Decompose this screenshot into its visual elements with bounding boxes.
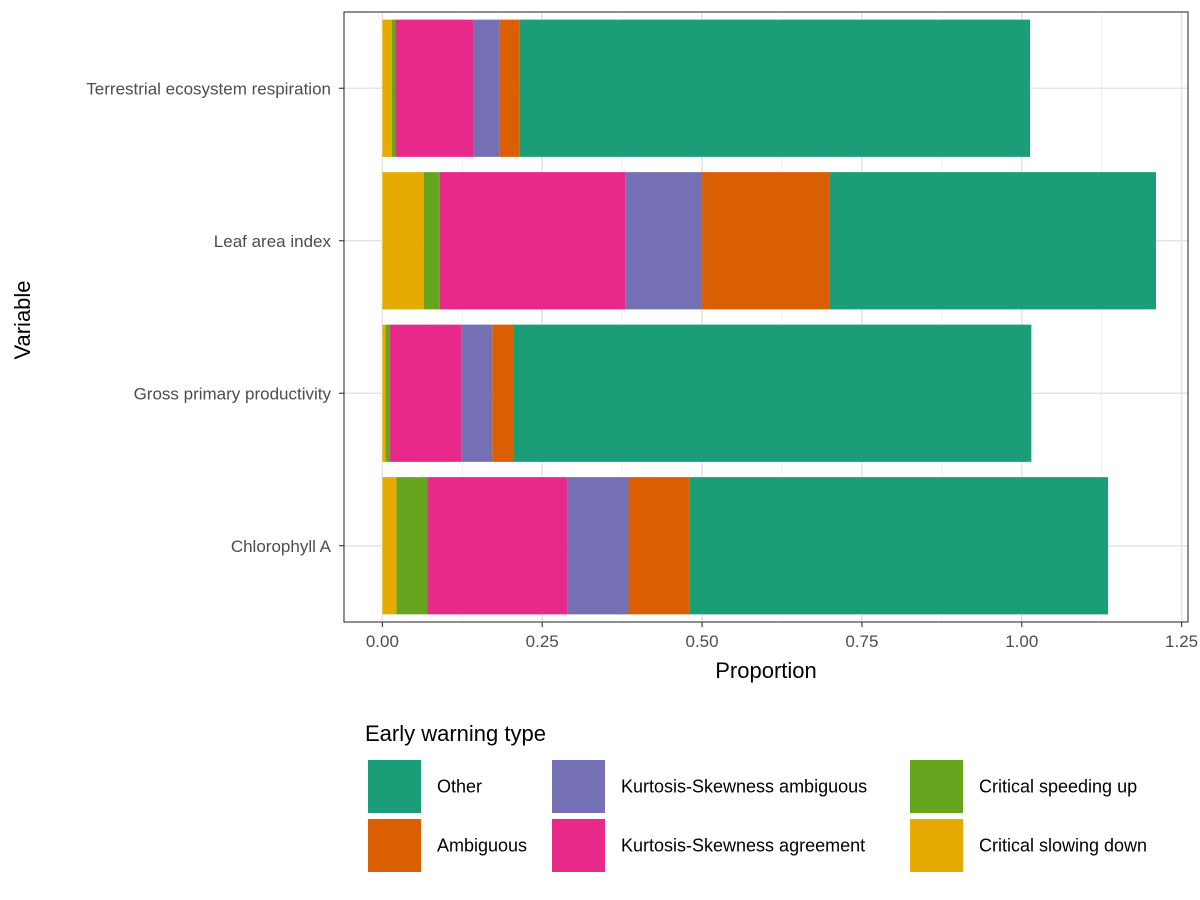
bar-segment-ambiguous xyxy=(628,477,690,615)
bar-segment-kurtosis-skewness-agreement xyxy=(427,477,568,615)
bar-segment-ambiguous xyxy=(499,19,520,157)
x-tick-label: 0.50 xyxy=(686,632,719,651)
y-tick-label: Chlorophyll A xyxy=(231,537,332,556)
legend-item: Critical slowing down xyxy=(910,819,1147,872)
bar-segment-kurtosis-skewness-ambiguous xyxy=(473,19,500,157)
legend-item: Ambiguous xyxy=(368,819,527,872)
bar-segment-critical-slowing-down xyxy=(382,172,424,310)
legend-key xyxy=(368,760,421,813)
plot-panel xyxy=(343,11,1189,623)
x-tick-label: 0.25 xyxy=(526,632,559,651)
bar-segment-other xyxy=(513,324,1032,462)
bar-segment-kurtosis-skewness-agreement xyxy=(395,19,474,157)
bar-segment-ambiguous xyxy=(702,172,830,310)
legend-item: Kurtosis-Skewness ambiguous xyxy=(552,760,867,813)
y-tick-label: Gross primary productivity xyxy=(134,384,332,403)
x-tick-label: 0.75 xyxy=(845,632,878,651)
bar-segment-critical-speeding-up xyxy=(423,172,440,310)
bar-segment-kurtosis-skewness-ambiguous xyxy=(461,324,493,462)
bar-segment-other xyxy=(519,19,1031,157)
legend-title: Early warning type xyxy=(365,721,546,746)
legend-key xyxy=(910,819,963,872)
x-tick-label: 1.25 xyxy=(1165,632,1198,651)
legend-label: Other xyxy=(437,777,482,797)
plot-border xyxy=(343,11,1189,623)
legend-label: Ambiguous xyxy=(437,836,527,856)
bar-segment-critical-speeding-up xyxy=(391,19,396,157)
x-axis: 0.00 0.25 0.50 0.75 1.00 1.25 xyxy=(366,622,1198,651)
legend: Early warning type Other Ambiguous Kurtosi… xyxy=(365,721,1147,872)
y-axis: Terrestrial ecosystem respiration Leaf ar… xyxy=(86,79,344,556)
bar-segment-critical-slowing-down xyxy=(382,324,386,462)
bar-segment-kurtosis-skewness-agreement xyxy=(439,172,626,310)
bar-segment-kurtosis-skewness-ambiguous xyxy=(625,172,703,310)
y-axis-title: Variable xyxy=(10,280,35,359)
bar-segment-critical-speeding-up xyxy=(385,324,391,462)
bar-segment-critical-speeding-up xyxy=(396,477,428,615)
legend-label: Kurtosis-Skewness ambiguous xyxy=(621,777,867,797)
x-tick-label: 1.00 xyxy=(1005,632,1038,651)
legend-key xyxy=(552,819,605,872)
bar-segment-kurtosis-skewness-ambiguous xyxy=(567,477,629,615)
y-tick-label: Leaf area index xyxy=(214,232,332,251)
x-tick-label: 0.00 xyxy=(366,632,399,651)
legend-label: Critical slowing down xyxy=(979,836,1147,856)
legend-item: Kurtosis-Skewness agreement xyxy=(552,819,865,872)
legend-item: Critical speeding up xyxy=(910,760,1137,813)
bar-segment-critical-slowing-down xyxy=(382,477,397,615)
legend-items: Other Ambiguous Kurtosis-Skewness ambiguou… xyxy=(368,760,1147,872)
bar-segment-kurtosis-skewness-agreement xyxy=(390,324,462,462)
bar-segment-ambiguous xyxy=(492,324,514,462)
y-tick-label: Terrestrial ecosystem respiration xyxy=(86,79,331,98)
bar-segment-other xyxy=(689,477,1109,615)
legend-label: Critical speeding up xyxy=(979,777,1137,797)
bars xyxy=(382,19,1157,615)
bar-segment-other xyxy=(829,172,1157,310)
x-axis-title: Proportion xyxy=(715,658,817,683)
legend-key xyxy=(910,760,963,813)
legend-key xyxy=(368,819,421,872)
bar-segment-critical-slowing-down xyxy=(382,19,392,157)
legend-label: Kurtosis-Skewness agreement xyxy=(621,836,865,856)
legend-item: Other xyxy=(368,760,482,813)
legend-key xyxy=(552,760,605,813)
